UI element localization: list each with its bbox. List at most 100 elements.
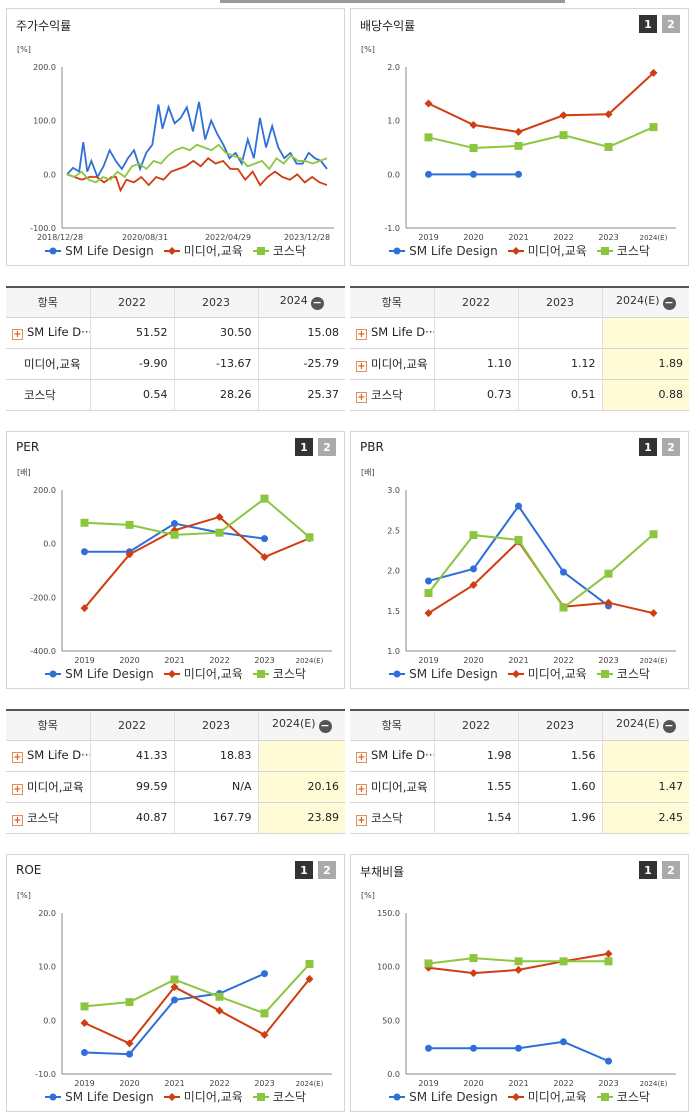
expand-icon[interactable]: + [12, 814, 23, 826]
x-tick-label: 2019 [418, 233, 438, 242]
y-tick-label: 3.0 [387, 486, 400, 495]
table-cell: 41.33 [90, 740, 175, 772]
legend-item[interactable]: SM Life Design [389, 665, 498, 682]
legend-item[interactable]: 코스닥 [596, 1088, 650, 1105]
data-point [171, 996, 178, 1004]
legend-item[interactable]: 코스닥 [596, 242, 650, 259]
legend-item[interactable]: 미디어,교육 [507, 665, 587, 682]
expand-icon[interactable]: + [12, 783, 23, 795]
x-tick-label: 2020 [463, 233, 483, 242]
view-1-button[interactable]: 1 [295, 438, 313, 456]
view-1-button[interactable]: 1 [639, 438, 657, 456]
table-cell: 0.73 [434, 379, 519, 411]
x-tick-label: 2020 [119, 656, 139, 665]
view-1-button[interactable]: 1 [639, 15, 657, 33]
panel-title: 주가수익률 [16, 19, 72, 33]
legend-item[interactable]: 코스닥 [252, 242, 306, 259]
data-point [261, 970, 268, 978]
table-cell [258, 740, 345, 772]
row-name[interactable]: + 코스닥 [6, 802, 91, 834]
y-tick-label: 0.0 [387, 1070, 400, 1079]
legend-item[interactable]: 코스닥 [252, 1088, 306, 1105]
legend-item[interactable]: 미디어,교육 [163, 1088, 243, 1105]
collapse-icon[interactable]: − [310, 296, 324, 311]
expand-icon[interactable]: + [12, 752, 23, 763]
data-point [604, 957, 613, 966]
row-name[interactable]: + SM Life D··· [350, 317, 435, 349]
legend-item[interactable]: SM Life Design [389, 1088, 498, 1105]
legend-square-icon [252, 246, 269, 255]
view-2-button[interactable]: 2 [662, 438, 680, 456]
y-tick-label: 2.5 [387, 526, 400, 535]
data-point [604, 949, 613, 958]
row-name[interactable]: 코스닥 [6, 379, 91, 411]
table-cell: -13.67 [174, 348, 259, 380]
data-point [514, 127, 523, 136]
y-tick-label: -1.0 [384, 224, 400, 233]
view-2-button[interactable]: 2 [318, 438, 336, 456]
legend-item[interactable]: 미디어,교육 [163, 242, 243, 259]
table-row: + SM Life D··· 1.98 1.56 [350, 740, 689, 772]
data-point [125, 1039, 134, 1048]
collapse-icon[interactable]: − [662, 719, 676, 734]
expand-icon[interactable]: + [356, 360, 367, 372]
row-name[interactable]: + SM Life D··· [6, 317, 91, 349]
legend-marker [49, 247, 57, 254]
legend-marker [511, 1092, 520, 1101]
legend-item[interactable]: SM Life Design [45, 242, 154, 259]
table-row: + 미디어,교육 99.59 N/A 20.16 [6, 771, 345, 803]
view-1-button[interactable]: 1 [295, 861, 313, 879]
y-tick-label: 10.0 [38, 963, 56, 972]
y-tick-label: 100.0 [377, 963, 400, 972]
legend-item[interactable]: 코스닥 [596, 665, 650, 682]
row-name[interactable]: + SM Life D··· [350, 740, 435, 772]
legend-item[interactable]: 미디어,교육 [163, 665, 243, 682]
x-tick-label: 2023 [254, 656, 274, 665]
legend-marker [393, 670, 401, 677]
row-name[interactable]: + 미디어,교육 [350, 348, 435, 380]
table-cell: 40.87 [90, 802, 175, 834]
legend-item[interactable]: 코스닥 [252, 665, 306, 682]
expand-icon[interactable]: + [356, 752, 367, 763]
row-name[interactable]: 미디어,교육 [6, 348, 91, 380]
expand-icon[interactable]: + [356, 329, 367, 340]
legend-item[interactable]: 미디어,교육 [507, 242, 587, 259]
data-point [470, 1044, 477, 1052]
row-name[interactable]: + SM Life D··· [6, 740, 91, 772]
view-2-button[interactable]: 2 [662, 15, 680, 33]
header-year: 2023 [174, 287, 259, 318]
series-line [84, 497, 311, 539]
legend-item[interactable]: 미디어,교육 [507, 1088, 587, 1105]
table-cell: 99.59 [90, 771, 175, 803]
legend-label: 코스닥 [272, 1090, 306, 1104]
view-2-button[interactable]: 2 [318, 861, 336, 879]
expand-icon[interactable]: + [356, 783, 367, 795]
data-point [559, 111, 568, 120]
x-tick-label: 2024(E) [640, 234, 668, 242]
expand-icon[interactable]: + [356, 391, 367, 403]
y-tick-label: -400.0 [30, 647, 56, 656]
collapse-icon[interactable]: − [318, 719, 332, 734]
data-point [170, 983, 179, 992]
view-2-button[interactable]: 2 [662, 861, 680, 879]
axis-unit: [배] [17, 468, 31, 477]
data-point [605, 1057, 612, 1065]
legend-square-icon [596, 669, 613, 678]
header-year: 2022 [434, 287, 519, 318]
view-1-button[interactable]: 1 [639, 861, 657, 879]
row-name[interactable]: + 코스닥 [350, 379, 435, 411]
legend-item[interactable]: SM Life Design [45, 1088, 154, 1105]
legend-item[interactable]: SM Life Design [389, 242, 498, 259]
legend-circle-icon [45, 1093, 62, 1100]
x-tick-label: 2018/12/28 [37, 233, 83, 242]
axis-unit: [배] [361, 468, 375, 477]
row-name[interactable]: + 코스닥 [350, 802, 435, 834]
legend-item[interactable]: SM Life Design [45, 665, 154, 682]
expand-icon[interactable]: + [12, 329, 23, 340]
row-name[interactable]: + 미디어,교육 [6, 771, 91, 803]
expand-icon[interactable]: + [356, 814, 367, 826]
collapse-icon[interactable]: − [662, 296, 676, 311]
row-name[interactable]: + 미디어,교육 [350, 771, 435, 803]
